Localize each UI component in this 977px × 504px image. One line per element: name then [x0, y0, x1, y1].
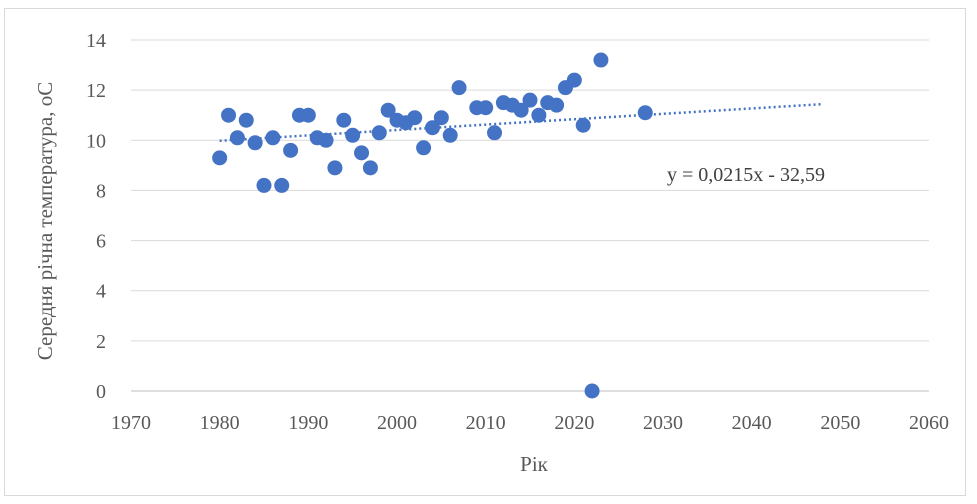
data-point: [212, 150, 228, 166]
x-tick-label: 1980: [200, 412, 240, 434]
data-point: [354, 145, 370, 161]
data-point: [478, 100, 494, 116]
x-tick-label: 2060: [909, 412, 949, 434]
y-tick-label: 6: [96, 231, 106, 253]
y-tick-label: 12: [86, 80, 106, 102]
y-axis-title: Середня річна температура, оС: [33, 82, 57, 361]
data-point: [637, 105, 653, 121]
y-tick-label: 2: [96, 331, 106, 353]
y-tick-label: 4: [96, 281, 106, 303]
data-point: [549, 97, 565, 113]
x-tick-label: 2050: [820, 412, 860, 434]
data-point: [451, 80, 467, 96]
data-point: [327, 160, 343, 176]
data-point: [522, 92, 538, 108]
gridlines: [131, 39, 929, 342]
y-axis-ticks: 0 2 4 6 8 10 12 14: [86, 30, 106, 403]
data-point: [345, 127, 361, 143]
x-axis-title: Рік: [520, 452, 549, 476]
data-point: [442, 127, 458, 143]
x-tick-label: 2000: [377, 412, 417, 434]
data-point: [380, 102, 396, 118]
x-tick-label: 2040: [732, 412, 772, 434]
data-points: [212, 52, 653, 399]
x-tick-label: 2030: [643, 412, 683, 434]
data-point: [336, 112, 352, 128]
data-point: [256, 177, 272, 193]
data-point: [247, 135, 263, 151]
data-point: [575, 117, 591, 133]
data-point: [487, 125, 503, 141]
y-tick-label: 10: [86, 130, 106, 152]
data-point: [265, 130, 281, 146]
data-point: [221, 107, 237, 123]
x-axis-ticks: 1970 1980 1990 2000 2010 2020 2030 2040 2050 2060: [111, 412, 949, 434]
data-point: [424, 120, 440, 136]
x-tick-label: 2010: [466, 412, 506, 434]
data-point: [566, 72, 582, 88]
data-point: [433, 110, 449, 126]
y-tick-label: 8: [96, 180, 106, 202]
data-point: [229, 130, 245, 146]
data-point: [318, 132, 334, 148]
data-point: [274, 177, 290, 193]
data-point: [416, 140, 432, 156]
data-point: [513, 102, 529, 118]
data-point: [238, 112, 254, 128]
x-tick-label: 1990: [288, 412, 328, 434]
data-point: [407, 110, 423, 126]
x-tick-label: 1970: [111, 412, 151, 434]
y-tick-label: 0: [96, 381, 106, 403]
data-point: [371, 125, 387, 141]
data-point: [300, 107, 316, 123]
chart-frame: [4, 8, 966, 496]
data-point: [531, 107, 547, 123]
data-point: [362, 160, 378, 176]
data-point: [283, 142, 299, 158]
data-point: [593, 52, 609, 68]
y-tick-label: 14: [86, 30, 106, 52]
x-tick-label: 2020: [554, 412, 594, 434]
data-point: [584, 383, 600, 399]
trendline-equation: y = 0,0215x - 32,59: [667, 164, 825, 186]
